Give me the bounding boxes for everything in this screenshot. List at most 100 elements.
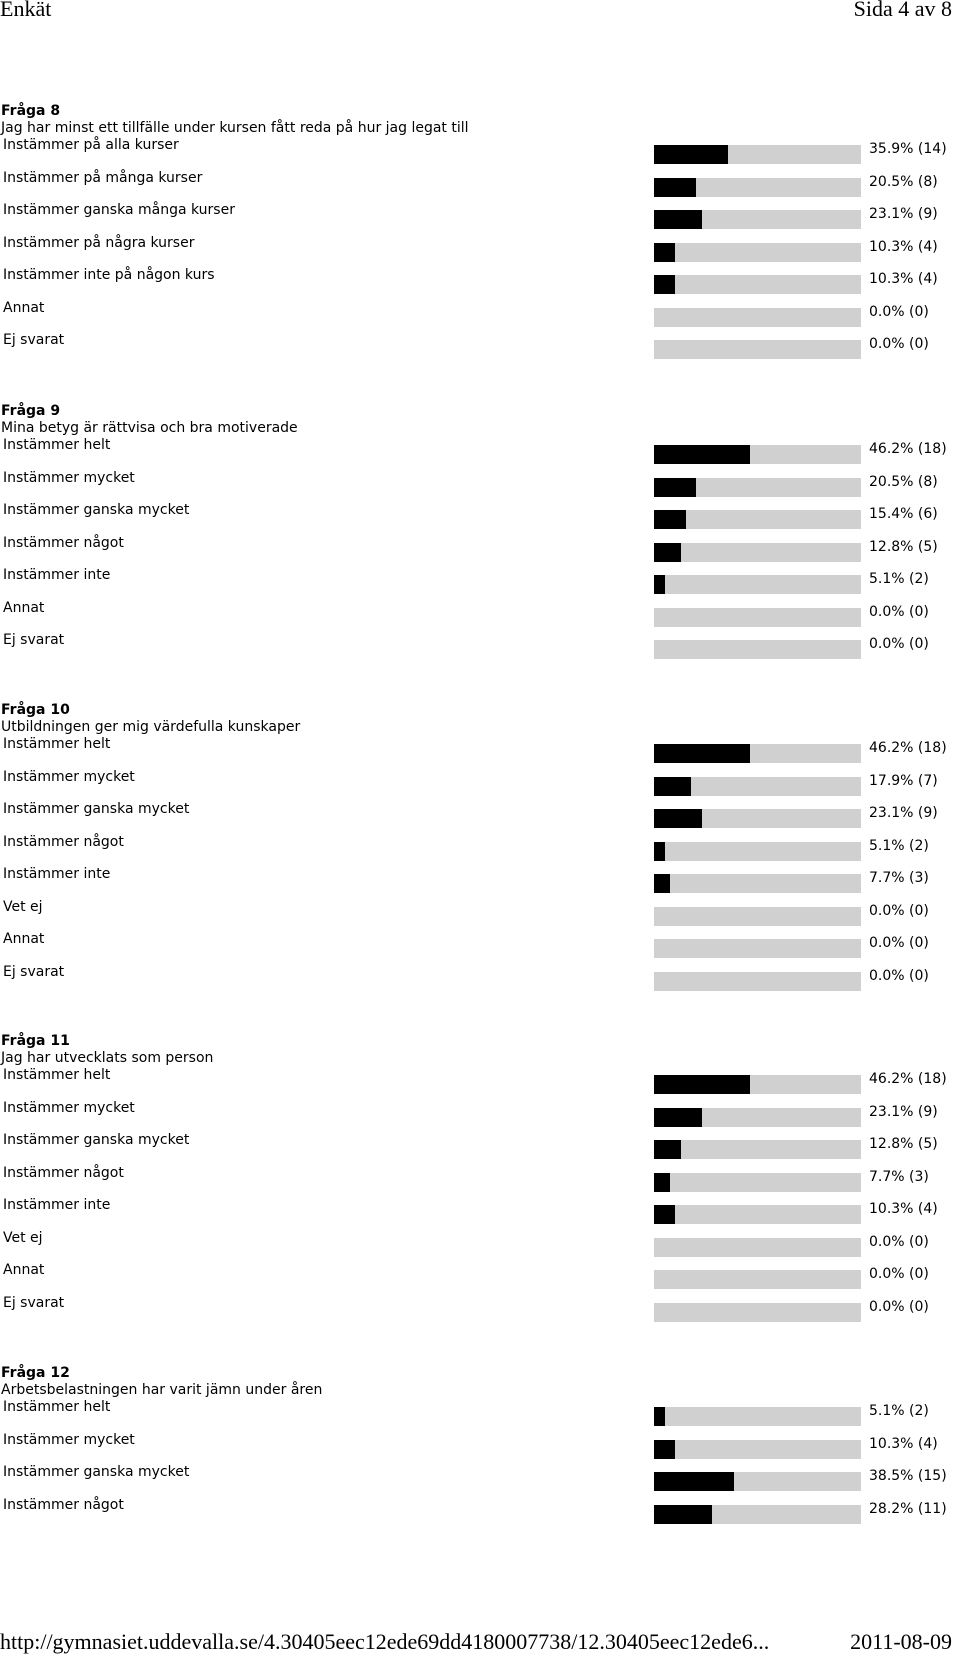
answer-row: Instämmer på alla kurser 35.9% (14) [0, 137, 960, 170]
result-bar-fill [654, 874, 670, 893]
answer-label: Instämmer mycket [3, 768, 135, 785]
answer-row: Vet ej 0.0% (0) [0, 899, 960, 932]
answer-row: Annat 0.0% (0) [0, 300, 960, 333]
answer-percentage: 10.3% (4) [869, 1201, 938, 1217]
answer-label: Annat [3, 299, 45, 316]
answer-row: Annat 0.0% (0) [0, 931, 960, 964]
result-bar-fill [654, 1504, 713, 1524]
result-bar-track [654, 210, 861, 229]
answer-percentage: 5.1% (2) [869, 837, 929, 854]
answer-label: Instämmer helt [3, 1067, 111, 1083]
answer-percentage: 0.0% (0) [869, 967, 929, 984]
result-bar-track [654, 275, 861, 294]
answer-percentage: 0.0% (0) [869, 1233, 929, 1250]
answer-row: Instämmer ganska mycket 23.1% (9) [0, 801, 960, 834]
answer-row: Instämmer mycket 17.9% (7) [0, 769, 960, 802]
result-bar-fill [654, 542, 681, 562]
answer-label: Instämmer något [3, 833, 124, 850]
answer-percentage: 46.2% (18) [869, 1071, 947, 1087]
question-text: Jag har utvecklats som person [1, 1050, 214, 1066]
result-bar-track [654, 1237, 861, 1257]
result-bar-track [654, 1439, 861, 1459]
answer-row: Instämmer helt 46.2% (18) [0, 1067, 960, 1100]
result-bar-fill [654, 1472, 734, 1491]
answer-label: Annat [3, 599, 45, 616]
answer-percentage: 20.5% (8) [869, 473, 938, 490]
result-bar-track [654, 1504, 861, 1524]
result-bar-track [654, 510, 861, 529]
answer-row: Instämmer på många kurser 20.5% (8) [0, 170, 960, 203]
answer-percentage: 20.5% (8) [869, 173, 938, 190]
result-bar-track [654, 939, 861, 958]
question-block: Fråga 8 Jag har minst ett tillfälle under… [0, 103, 960, 365]
result-bar-track [654, 1205, 861, 1224]
result-bar-fill [654, 477, 697, 497]
answer-label: Instämmer helt [3, 736, 111, 752]
result-bar-fill [654, 210, 702, 229]
answer-percentage: 0.0% (0) [869, 603, 929, 620]
question-title: Fråga 11 [1, 1033, 70, 1049]
answer-row: Instämmer något 7.7% (3) [0, 1165, 960, 1198]
result-bar-track [654, 1472, 861, 1491]
answer-label: Instämmer mycket [3, 1099, 135, 1116]
result-bar-fill [654, 1407, 665, 1426]
footer-date: 2011-08-09 [850, 1629, 952, 1654]
answer-percentage: 10.3% (4) [869, 238, 938, 255]
result-bar-track [654, 1407, 861, 1426]
question-block: Fråga 11 Jag har utvecklats som person Ins… [0, 1033, 960, 1327]
answer-percentage: 0.0% (0) [869, 1266, 929, 1282]
answer-percentage: 17.9% (7) [869, 772, 938, 789]
answer-label: Instämmer på alla kurser [3, 137, 179, 153]
answer-percentage: 35.9% (14) [869, 141, 947, 157]
answer-row: Instämmer inte 10.3% (4) [0, 1197, 960, 1230]
footer-url: http://gymnasiet.uddevalla.se/4.30405eec… [0, 1629, 770, 1654]
result-bar-track [654, 906, 861, 926]
question-title: Fråga 10 [1, 702, 70, 718]
answer-label: Ej svarat [3, 1294, 65, 1311]
result-bar-track [654, 445, 861, 464]
answer-percentage: 23.1% (9) [869, 1103, 938, 1120]
answer-percentage: 46.2% (18) [869, 441, 947, 457]
result-bar-fill [654, 1205, 676, 1224]
answer-percentage: 0.0% (0) [869, 935, 929, 951]
answer-percentage: 12.8% (5) [869, 1136, 938, 1152]
document-title: Enkät [0, 0, 52, 21]
answer-label: Instämmer ganska många kurser [3, 202, 235, 218]
result-bar-fill [654, 445, 750, 464]
answer-label: Instämmer inte [3, 1197, 111, 1213]
answer-percentage: 15.4% (6) [869, 506, 938, 522]
result-bar-fill [654, 145, 729, 164]
answer-row: Instämmer helt 46.2% (18) [0, 437, 960, 470]
result-bar-fill [654, 1172, 670, 1192]
answer-label: Ej svarat [3, 632, 65, 648]
answer-percentage: 12.8% (5) [869, 538, 938, 555]
result-bar-track [654, 1075, 861, 1094]
answer-percentage: 28.2% (11) [869, 1500, 947, 1517]
question-text: Utbildningen ger mig värdefulla kunskape… [1, 719, 301, 735]
answer-row: Instämmer mycket 23.1% (9) [0, 1100, 960, 1133]
answer-percentage: 7.7% (3) [869, 870, 929, 886]
answer-percentage: 0.0% (0) [869, 636, 929, 652]
answer-percentage: 0.0% (0) [869, 1298, 929, 1315]
answer-row: Instämmer mycket 20.5% (8) [0, 470, 960, 503]
answer-label: Instämmer ganska mycket [3, 801, 190, 817]
answer-percentage: 38.5% (15) [869, 1468, 947, 1484]
answer-row: Instämmer ganska mycket 12.8% (5) [0, 1132, 960, 1165]
answer-label: Ej svarat [3, 963, 65, 980]
answer-row: Instämmer inte 7.7% (3) [0, 866, 960, 899]
result-bar-track [654, 971, 861, 991]
answer-label: Instämmer mycket [3, 1431, 135, 1448]
question-block: Fråga 12 Arbetsbelastningen har varit jäm… [0, 1365, 960, 1529]
answer-row: Ej svarat 0.0% (0) [0, 632, 960, 665]
result-bar-track [654, 744, 861, 763]
result-bar-track [654, 841, 861, 861]
answer-percentage: 10.3% (4) [869, 1435, 938, 1452]
answer-row: Instämmer helt 46.2% (18) [0, 736, 960, 769]
answer-row: Instämmer ganska mycket 15.4% (6) [0, 502, 960, 535]
page-header: Enkät Sida 4 av 8 [0, 0, 960, 26]
answer-row: Instämmer på några kurser 10.3% (4) [0, 235, 960, 268]
question-block: Fråga 10 Utbildningen ger mig värdefulla … [0, 702, 960, 996]
answer-row: Instämmer helt 5.1% (2) [0, 1399, 960, 1432]
answer-percentage: 23.1% (9) [869, 805, 938, 821]
result-bar-track [654, 776, 861, 796]
